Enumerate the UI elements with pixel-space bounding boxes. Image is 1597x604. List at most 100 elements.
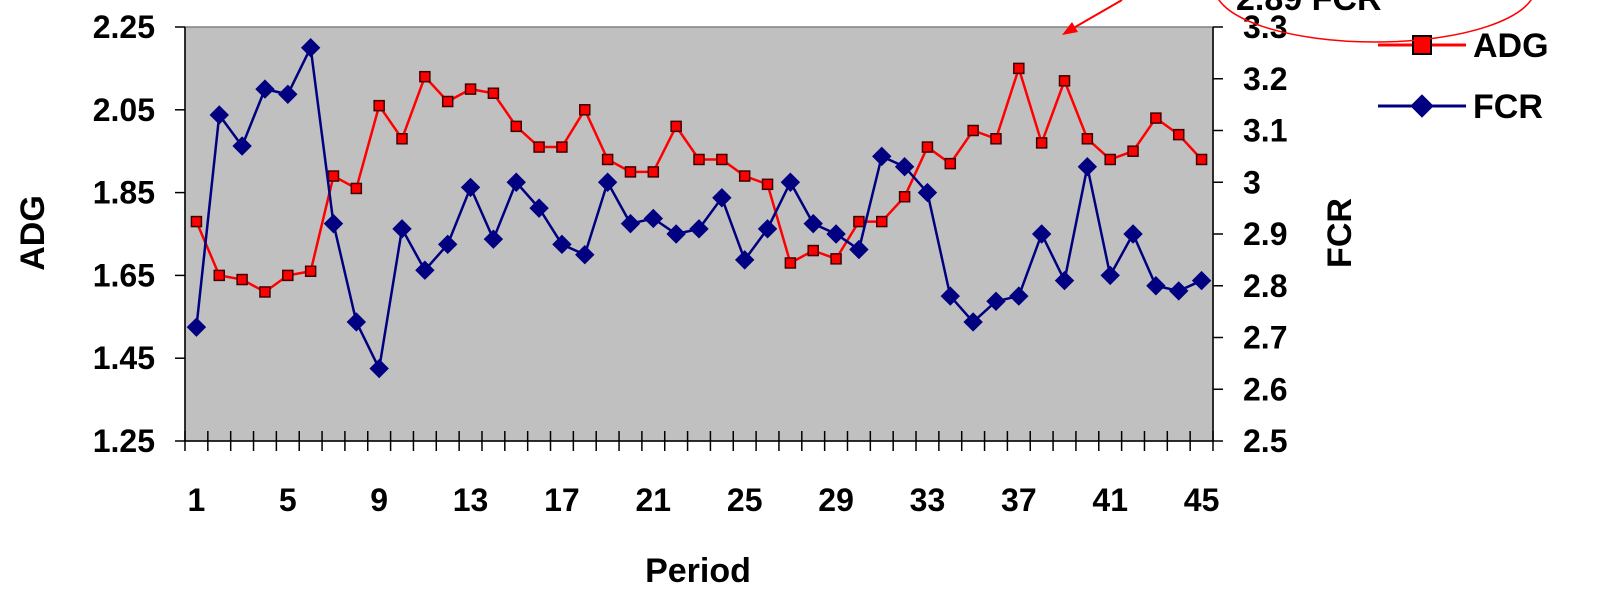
data-point-adg (1013, 62, 1025, 75)
data-point-fcr (415, 260, 435, 280)
data-point-adg (236, 273, 248, 286)
x-tick-label: 13 (453, 482, 489, 518)
data-point-fcr (1100, 265, 1120, 286)
data-point-adg (464, 83, 477, 95)
left-tick-label: 2.25 (93, 9, 155, 45)
data-point-fcr (963, 312, 983, 332)
right-tick-label: 2.8 (1243, 268, 1287, 304)
x-tick-label: 41 (1092, 482, 1128, 518)
x-tick-label: 25 (727, 482, 763, 518)
data-point-adg (853, 215, 865, 228)
data-point-fcr (894, 157, 915, 177)
callout-annotation: 2.89 FCR (1062, 0, 1532, 43)
data-point-fcr (460, 177, 481, 198)
data-point-adg (624, 166, 637, 178)
right-tick-label: 2.5 (1243, 423, 1287, 459)
data-point-fcr (506, 172, 526, 192)
x-axis-title: Period (645, 552, 751, 590)
data-point-adg (556, 141, 568, 153)
x-tick-label: 33 (910, 482, 946, 518)
data-point-adg (441, 95, 454, 108)
data-point-fcr (1009, 286, 1029, 306)
y2-axis-title: FCR (1321, 198, 1359, 268)
data-point-fcr (529, 198, 549, 218)
data-point-fcr (255, 79, 275, 99)
legend: ADG FCR (1378, 27, 1549, 126)
data-point-adg (533, 141, 545, 153)
data-point-fcr (483, 229, 504, 249)
data-point-adg (990, 133, 1002, 145)
data-point-fcr (1054, 270, 1075, 291)
left-tick-label: 1.65 (93, 257, 155, 293)
data-point-adg (1195, 153, 1208, 166)
data-point-fcr (849, 239, 869, 260)
right-tick-label: 3 (1243, 164, 1261, 200)
data-point-adg (327, 170, 340, 182)
data-point-fcr (780, 172, 801, 192)
series-fcr (186, 37, 1212, 379)
data-point-fcr (552, 234, 572, 255)
data-point-adg (396, 133, 408, 145)
data-point-adg (373, 99, 385, 112)
data-point-adg (716, 153, 728, 166)
data-point-adg (282, 269, 294, 282)
left-y-axis: 1.25 1.45 1.65 1.85 2.05 2.25 (93, 9, 186, 459)
left-tick-label: 1.25 (93, 423, 155, 459)
data-point-adg (1081, 133, 1094, 145)
data-point-fcr (986, 291, 1006, 311)
data-point-adg (1058, 75, 1071, 87)
callout-arrow-line (1069, 0, 1123, 31)
data-point-fcr (1191, 270, 1212, 291)
data-point-fcr (1031, 224, 1052, 244)
data-point-fcr (597, 172, 618, 192)
data-point-fcr (232, 136, 252, 156)
data-point-fcr (186, 317, 207, 337)
x-tick-label: 17 (544, 482, 580, 518)
data-point-adg (579, 104, 591, 116)
right-y-axis: 2.52.62.72.82.933.13.23.3 (1212, 9, 1287, 459)
data-point-fcr (575, 244, 595, 265)
right-tick-label: 2.9 (1243, 216, 1287, 252)
data-point-adg (807, 244, 819, 257)
data-point-fcr (757, 219, 778, 239)
data-point-adg (304, 265, 317, 278)
data-point-fcr (1077, 157, 1098, 177)
data-point-fcr (734, 250, 755, 270)
data-point-fcr (689, 219, 709, 239)
data-point-fcr (1123, 224, 1143, 244)
x-tick-label: 21 (636, 482, 672, 518)
data-point-adg (693, 153, 705, 166)
data-point-fcr (369, 358, 389, 379)
data-point-adg (670, 120, 682, 133)
data-point-adg (944, 157, 957, 170)
data-point-adg (601, 153, 614, 166)
data-point-adg (1035, 137, 1048, 149)
data-point-fcr (278, 84, 298, 104)
data-point-adg (761, 178, 774, 191)
data-point-adg (898, 190, 911, 203)
data-point-adg (876, 215, 888, 228)
data-point-adg (1172, 128, 1185, 141)
data-point-fcr (940, 286, 960, 306)
data-point-fcr (392, 219, 412, 239)
data-point-adg (1104, 153, 1116, 166)
legend-item-fcr: FCR (1378, 88, 1543, 126)
data-point-fcr (438, 234, 458, 255)
right-tick-label: 2.6 (1243, 371, 1287, 407)
data-point-fcr (872, 146, 892, 167)
right-tick-label: 3.2 (1243, 61, 1287, 97)
series-adg (190, 62, 1208, 298)
data-point-adg (1127, 145, 1139, 157)
data-point-adg (213, 269, 226, 282)
data-point-adg (190, 215, 203, 228)
data-point-fcr (346, 312, 367, 332)
right-tick-label: 3.1 (1243, 113, 1287, 149)
data-point-fcr (826, 224, 846, 244)
data-point-adg (350, 182, 363, 195)
left-tick-label: 1.85 (93, 175, 155, 211)
right-tick-label: 2.7 (1243, 320, 1287, 356)
data-point-adg (510, 120, 522, 133)
legend-adg-label: ADG (1473, 27, 1549, 65)
data-point-adg (259, 286, 271, 298)
